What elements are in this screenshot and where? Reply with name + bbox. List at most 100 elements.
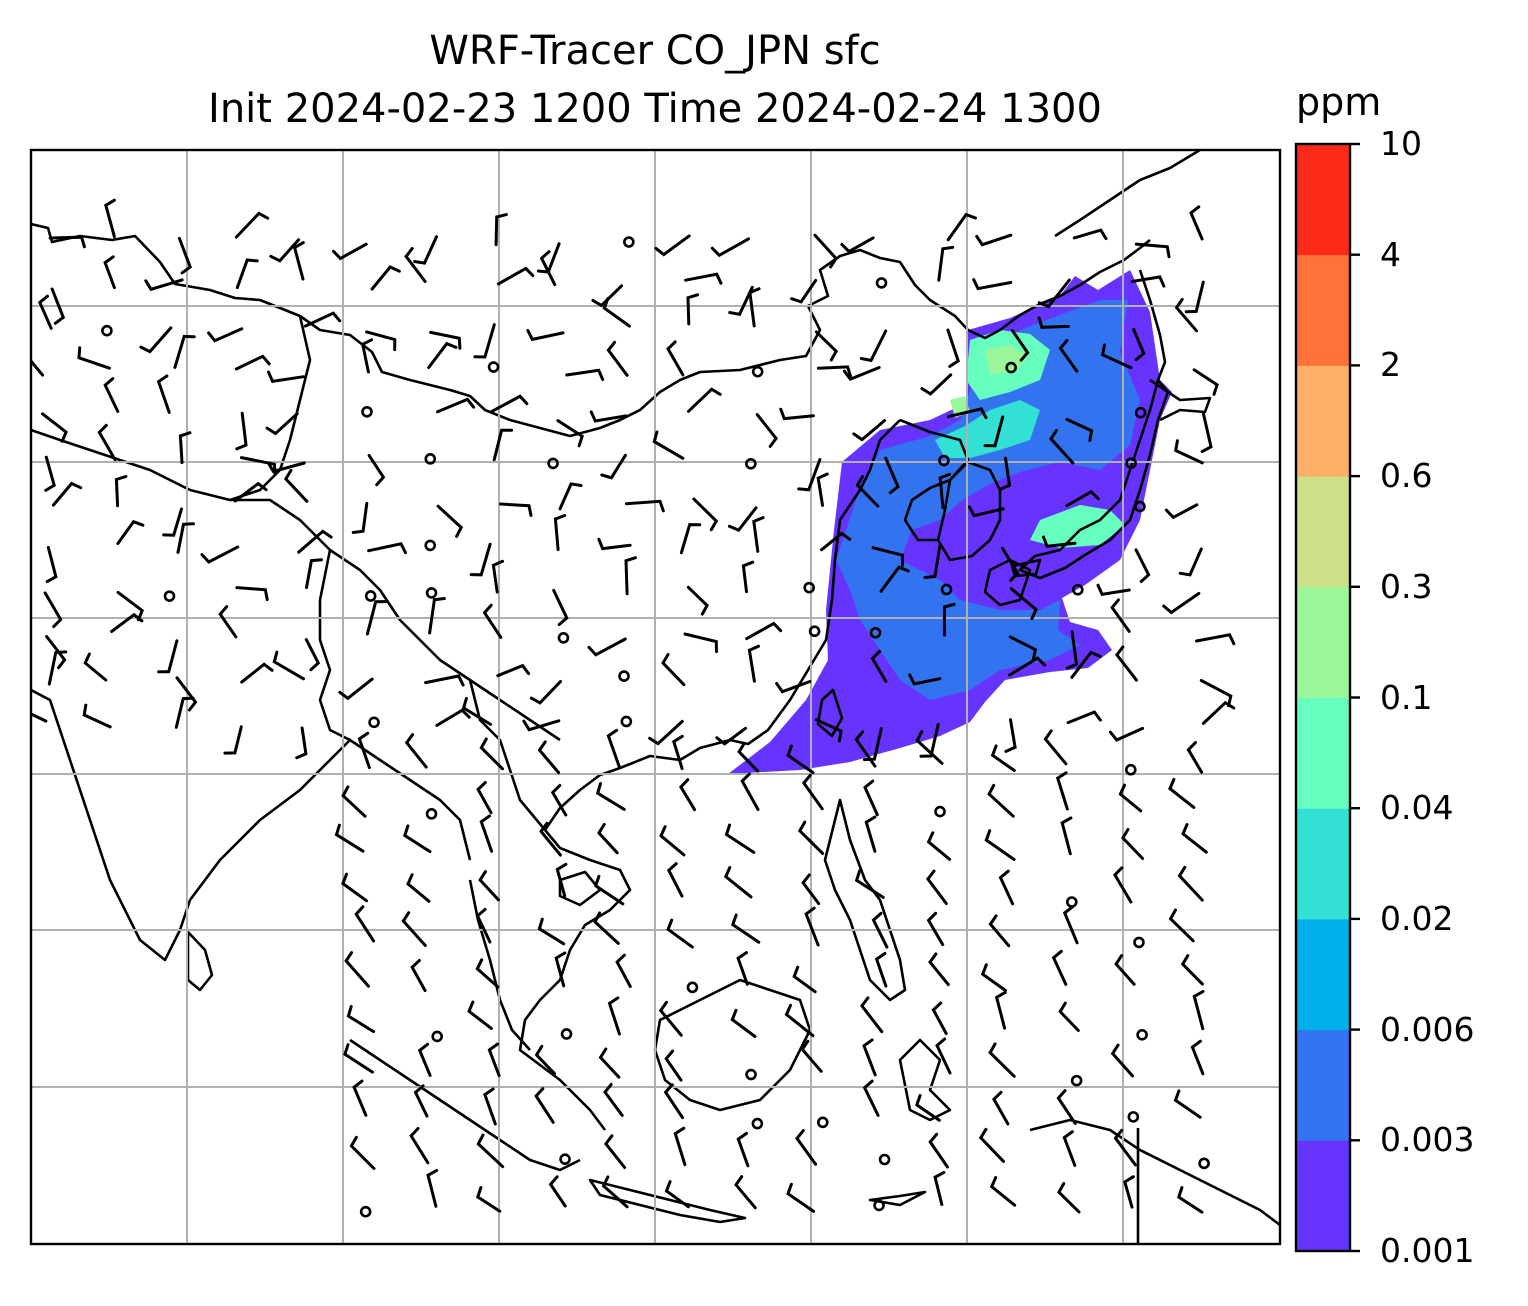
colorbar-segment xyxy=(1296,808,1350,920)
plume-level-5 xyxy=(985,345,1028,374)
wind-barb xyxy=(879,565,910,593)
wind-barb xyxy=(352,1079,368,1117)
wind-barb xyxy=(852,419,886,442)
wind-barb xyxy=(174,696,195,729)
calm-wind-marker xyxy=(1198,1157,1210,1170)
inner-border-2 xyxy=(229,315,312,502)
wind-barb xyxy=(1123,1175,1135,1209)
calm-wind-marker xyxy=(869,626,882,639)
wind-barb xyxy=(354,905,376,943)
wind-barb xyxy=(461,696,493,726)
wind-barb xyxy=(1181,823,1208,854)
wind-barb xyxy=(615,953,632,988)
wind-barb xyxy=(483,1087,497,1126)
wind-barb xyxy=(1110,598,1131,633)
calm-wind-marker xyxy=(745,1068,757,1081)
wind-barb xyxy=(103,377,120,413)
calm-wind-marker xyxy=(1134,500,1146,513)
wind-barb xyxy=(476,1186,502,1213)
wind-barb xyxy=(116,590,145,622)
wind-barb xyxy=(919,722,940,758)
wind-barb xyxy=(97,423,117,462)
wind-barb xyxy=(842,366,881,382)
wind-barb xyxy=(666,918,694,949)
wind-barb xyxy=(604,1134,627,1169)
wind-barb xyxy=(998,456,1012,491)
colorbar-tick-label: 0.1 xyxy=(1380,677,1433,717)
wind-barb xyxy=(1162,591,1201,615)
wind-barb xyxy=(1114,954,1136,986)
wind-barb xyxy=(734,1175,757,1210)
calm-wind-marker xyxy=(1136,1029,1148,1041)
calm-wind-marker xyxy=(424,539,437,552)
calm-wind-marker xyxy=(751,365,764,378)
wind-barb xyxy=(370,265,401,291)
wind-barb xyxy=(741,560,755,594)
wind-barb xyxy=(731,913,761,944)
wind-barb xyxy=(304,638,321,672)
wind-barb xyxy=(234,354,271,371)
wind-barb xyxy=(1062,1130,1077,1167)
plot-subtitle: Init 2024-02-23 1200 Time 2024-02-24 130… xyxy=(208,86,1102,132)
wind-barb xyxy=(988,914,1011,948)
wind-barb xyxy=(1055,771,1069,811)
wind-barb xyxy=(797,458,822,492)
wind-barb xyxy=(1037,278,1071,309)
wind-barb xyxy=(110,612,144,633)
colorbar-tick-label: 0.001 xyxy=(1380,1231,1475,1270)
wind-barb xyxy=(234,211,270,239)
wind-barb xyxy=(684,272,723,285)
wind-barb xyxy=(473,323,496,359)
wind-barb xyxy=(45,545,58,584)
calm-wind-marker xyxy=(101,324,113,337)
wind-barb xyxy=(1051,949,1068,986)
wind-barb xyxy=(235,411,248,451)
wind-barb xyxy=(157,639,179,674)
calm-wind-marker xyxy=(425,587,438,599)
wind-barb xyxy=(467,1000,493,1030)
wind-barb xyxy=(1168,777,1196,809)
new-guinea xyxy=(1029,1118,1280,1227)
wind-barb xyxy=(1190,1039,1205,1076)
inner-border-3 xyxy=(318,549,351,742)
wind-barb xyxy=(797,820,825,855)
wind-barb xyxy=(491,559,505,594)
timor xyxy=(868,1190,927,1207)
wind-barb xyxy=(692,497,719,532)
wind-barb xyxy=(341,785,367,818)
calm-wind-marker xyxy=(559,1153,571,1165)
wind-barb xyxy=(413,1084,429,1118)
wind-barb xyxy=(786,744,815,775)
wind-barb xyxy=(946,212,977,242)
calm-wind-marker xyxy=(686,981,699,994)
wind-barb xyxy=(1065,489,1100,508)
wind-barb xyxy=(490,394,529,414)
wind-barb xyxy=(593,874,625,906)
hainan xyxy=(558,870,602,907)
wind-barb xyxy=(177,236,193,275)
wind-barb xyxy=(1132,327,1146,362)
wind-barb xyxy=(747,644,760,683)
wind-barb xyxy=(367,453,386,487)
colorbar-tick-label: 0.006 xyxy=(1380,1009,1475,1049)
wind-barb xyxy=(479,737,504,771)
wind-barb xyxy=(162,507,183,537)
wind-barb xyxy=(537,917,566,946)
wind-barb xyxy=(859,329,888,363)
wind-barb xyxy=(736,951,749,986)
wind-barb xyxy=(469,542,492,577)
philippines xyxy=(823,798,907,1002)
wind-barb xyxy=(862,1079,880,1117)
calm-wind-marker xyxy=(934,805,946,818)
wind-barb xyxy=(978,1127,1005,1163)
wind-barb xyxy=(349,1135,376,1170)
calm-wind-marker xyxy=(359,1205,372,1218)
wind-barb xyxy=(475,958,500,989)
calm-wind-marker xyxy=(424,453,437,465)
wind-barb xyxy=(341,872,369,903)
wind-barb xyxy=(597,823,619,855)
wind-barb xyxy=(1115,645,1138,682)
wind-barb xyxy=(664,1049,683,1082)
wind-barb xyxy=(1174,439,1204,465)
wind-barb xyxy=(178,431,192,465)
